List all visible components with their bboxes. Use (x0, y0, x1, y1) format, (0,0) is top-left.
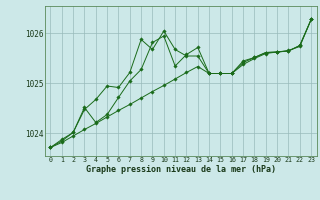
X-axis label: Graphe pression niveau de la mer (hPa): Graphe pression niveau de la mer (hPa) (86, 165, 276, 174)
